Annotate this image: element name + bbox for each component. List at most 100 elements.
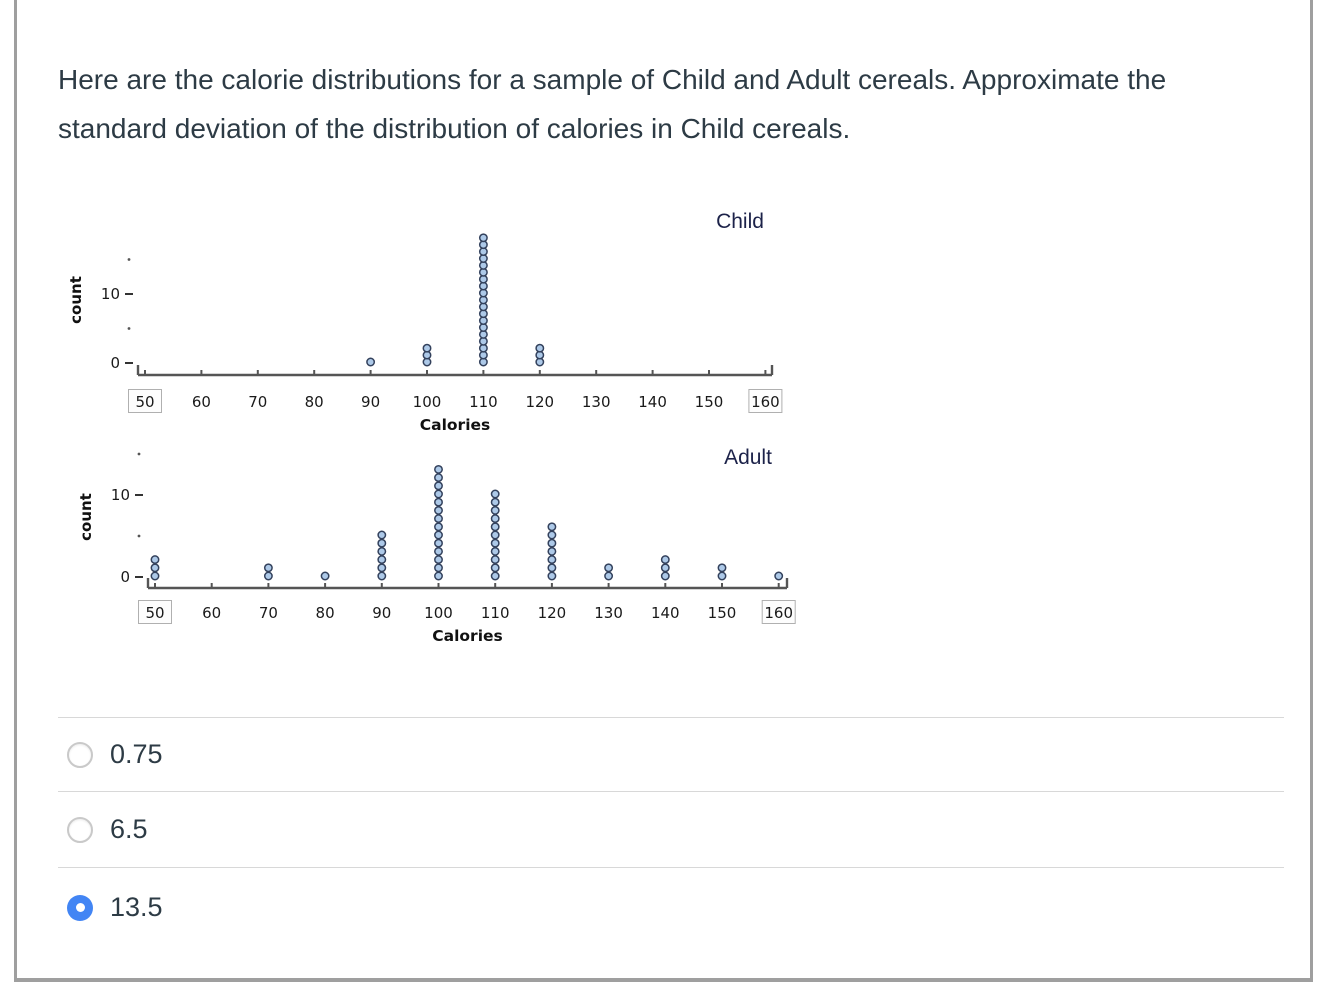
- option-row-0[interactable]: 0.75: [58, 717, 1284, 791]
- x-tick-label: 100: [413, 393, 442, 411]
- radio-button[interactable]: [67, 741, 93, 768]
- data-dot: [490, 514, 500, 524]
- data-dot: [366, 357, 376, 367]
- data-dot: [604, 571, 614, 581]
- x-tick-label: 70: [248, 393, 267, 411]
- x-tick-label: 130: [594, 604, 623, 622]
- option-label: 13.5: [110, 892, 163, 922]
- data-dot: [547, 522, 557, 532]
- data-dot: [717, 563, 727, 573]
- x-tick-label: 60: [192, 393, 211, 411]
- option-row-1[interactable]: 6.5: [58, 791, 1284, 867]
- x-tick-label: 80: [305, 393, 324, 411]
- data-dot: [490, 571, 500, 581]
- y-tick-label: 10: [101, 285, 120, 303]
- data-dot: [490, 546, 500, 556]
- x-tick-label: 80: [316, 604, 335, 622]
- x-tick-label[interactable]: 160: [751, 393, 780, 411]
- data-dot: [660, 563, 670, 573]
- data-dot: [434, 546, 443, 556]
- data-dot: [377, 530, 387, 540]
- option-label: 6.5: [110, 814, 148, 844]
- data-dot: [774, 571, 784, 581]
- data-dot: [434, 497, 443, 507]
- data-dot: [434, 473, 443, 483]
- data-dot: [434, 530, 443, 540]
- x-tick-label: 150: [695, 393, 724, 411]
- data-dot: [478, 233, 488, 243]
- data-dot: [490, 489, 500, 499]
- data-dot: [263, 571, 273, 581]
- question-text: Here are the calorie distributions for a…: [58, 64, 1167, 144]
- x-tick-label: 90: [372, 604, 391, 622]
- data-dot: [422, 343, 432, 353]
- radio-button[interactable]: [67, 894, 93, 921]
- x-tick-label: 140: [638, 393, 667, 411]
- x-tick-label[interactable]: 160: [764, 604, 793, 622]
- data-dot: [490, 522, 500, 532]
- x-tick-label: 120: [538, 604, 567, 622]
- data-dot: [717, 571, 727, 581]
- plot-title: Child: [716, 210, 764, 233]
- data-dot: [150, 563, 160, 573]
- x-tick-label: 140: [651, 604, 680, 622]
- x-tick-label: 110: [469, 393, 498, 411]
- data-dot: [377, 571, 387, 581]
- option-label: 0.75: [110, 739, 163, 769]
- option-row-2[interactable]: 13.5: [58, 867, 1284, 947]
- data-dot: [547, 563, 557, 573]
- data-dot: [490, 555, 500, 565]
- data-dot: [377, 538, 387, 548]
- data-dot: [547, 555, 557, 565]
- y-minor-tick: [127, 327, 131, 330]
- x-tick-label: 130: [582, 393, 611, 411]
- answer-options: 0.75 6.5 13.5: [58, 717, 1284, 947]
- data-dot: [150, 571, 160, 581]
- x-axis-label: Calories: [420, 416, 491, 434]
- child-dotplot: 50 60 70 80 90 100 110 120 130 140 150 160 0 10 count C…: [67, 210, 783, 434]
- axis-limit-handle[interactable]: [128, 389, 162, 413]
- y-minor-tick: [137, 534, 141, 538]
- data-dot: [547, 530, 557, 540]
- data-dot: [490, 530, 500, 540]
- data-dot: [377, 546, 387, 556]
- axis-limit-handle[interactable]: [138, 600, 172, 624]
- x-tick-label: 150: [708, 604, 737, 622]
- radio-button[interactable]: [67, 816, 93, 843]
- x-tick-label: 70: [259, 604, 278, 622]
- data-dot: [150, 555, 160, 565]
- x-tick-label: 90: [361, 393, 380, 411]
- y-tick-label: 10: [111, 486, 130, 504]
- x-tick-label: 60: [202, 604, 221, 622]
- y-minor-tick: [127, 258, 131, 261]
- axis-limit-handle[interactable]: [761, 600, 796, 624]
- data-dot: [434, 555, 443, 565]
- data-dot: [490, 497, 500, 507]
- data-dot: [604, 563, 614, 573]
- data-dot: [434, 464, 443, 474]
- data-dot: [535, 343, 545, 353]
- y-tick-label: 0: [120, 568, 130, 586]
- data-dot: [490, 563, 500, 573]
- y-minor-tick: [137, 452, 141, 456]
- data-dot: [434, 489, 443, 499]
- x-tick-label[interactable]: 50: [145, 604, 164, 622]
- y-axis-label: count: [67, 276, 85, 324]
- data-dot: [434, 514, 443, 524]
- question-panel: Here are the calorie distributions for a…: [14, 0, 1313, 982]
- x-tick-label: 120: [525, 393, 554, 411]
- axis-limit-handle[interactable]: [748, 389, 783, 413]
- x-tick-label[interactable]: 50: [135, 393, 154, 411]
- data-dot: [660, 571, 670, 581]
- data-dot: [434, 538, 443, 548]
- data-dot: [547, 538, 557, 548]
- data-dot: [434, 563, 443, 573]
- data-dot: [320, 571, 330, 581]
- data-dot: [377, 555, 387, 565]
- data-dot: [660, 555, 670, 565]
- data-dot: [434, 522, 443, 532]
- data-dot: [377, 563, 387, 573]
- data-dot: [547, 546, 557, 556]
- data-dot: [490, 505, 500, 515]
- adult-dotplot: 50 60 70 80 90 100 110 120 130 140 150 160 0 10 count C…: [77, 446, 796, 645]
